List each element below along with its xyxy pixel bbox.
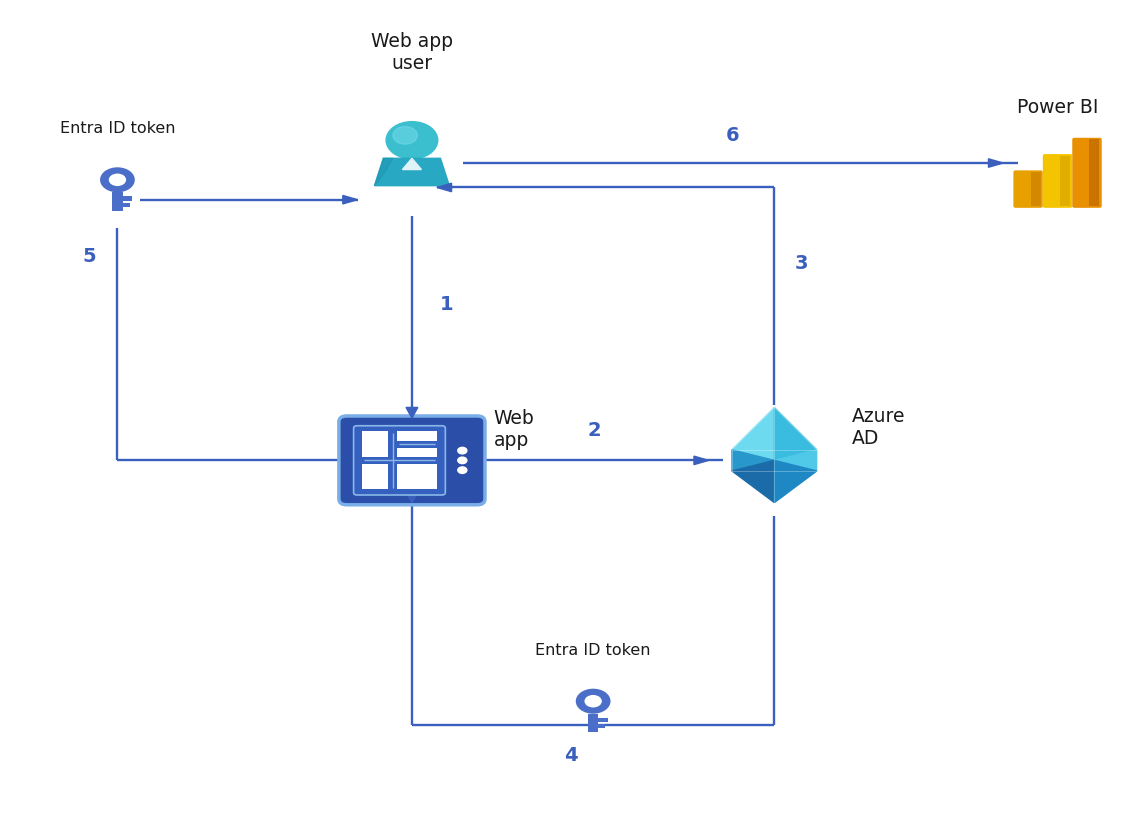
Polygon shape <box>988 159 1003 167</box>
Polygon shape <box>437 184 452 192</box>
Text: Web
app: Web app <box>493 409 534 450</box>
Text: Web app
user: Web app user <box>371 32 453 73</box>
FancyBboxPatch shape <box>339 416 485 504</box>
Polygon shape <box>733 450 775 471</box>
Text: 3: 3 <box>795 254 808 273</box>
Circle shape <box>386 122 438 159</box>
Text: 2: 2 <box>588 421 601 440</box>
Text: Azure
AD: Azure AD <box>851 407 905 449</box>
Circle shape <box>458 457 467 463</box>
FancyBboxPatch shape <box>122 196 132 201</box>
FancyBboxPatch shape <box>397 431 437 441</box>
Polygon shape <box>694 456 709 465</box>
Polygon shape <box>374 158 450 186</box>
Text: 1: 1 <box>440 295 454 314</box>
FancyBboxPatch shape <box>598 718 608 722</box>
FancyBboxPatch shape <box>354 425 445 495</box>
FancyBboxPatch shape <box>397 448 437 457</box>
Text: Entra ID token: Entra ID token <box>535 643 650 658</box>
Polygon shape <box>403 158 421 170</box>
Circle shape <box>576 689 610 714</box>
Polygon shape <box>775 450 817 471</box>
Polygon shape <box>406 492 418 503</box>
Polygon shape <box>775 407 817 460</box>
Text: Power BI: Power BI <box>1017 98 1099 117</box>
Circle shape <box>393 127 418 144</box>
FancyBboxPatch shape <box>1013 170 1043 208</box>
Text: 6: 6 <box>726 126 739 145</box>
Polygon shape <box>775 460 817 503</box>
Text: 4: 4 <box>564 746 577 765</box>
FancyBboxPatch shape <box>362 431 388 457</box>
Polygon shape <box>342 195 357 204</box>
FancyBboxPatch shape <box>362 463 388 490</box>
FancyBboxPatch shape <box>1043 154 1073 208</box>
FancyBboxPatch shape <box>588 714 598 732</box>
Circle shape <box>458 467 467 473</box>
Polygon shape <box>733 460 775 503</box>
FancyBboxPatch shape <box>1073 137 1102 208</box>
Polygon shape <box>406 407 418 418</box>
Circle shape <box>100 167 135 193</box>
Polygon shape <box>733 407 775 460</box>
FancyBboxPatch shape <box>1090 139 1100 207</box>
FancyBboxPatch shape <box>598 724 606 728</box>
Circle shape <box>458 448 467 453</box>
Circle shape <box>108 174 127 186</box>
Circle shape <box>584 695 601 708</box>
FancyBboxPatch shape <box>122 203 130 207</box>
FancyBboxPatch shape <box>1060 156 1070 207</box>
Text: Entra ID token: Entra ID token <box>59 121 176 136</box>
Text: 5: 5 <box>82 247 96 266</box>
FancyBboxPatch shape <box>397 463 437 490</box>
FancyBboxPatch shape <box>1030 172 1041 207</box>
FancyBboxPatch shape <box>112 193 122 211</box>
Polygon shape <box>374 158 393 186</box>
